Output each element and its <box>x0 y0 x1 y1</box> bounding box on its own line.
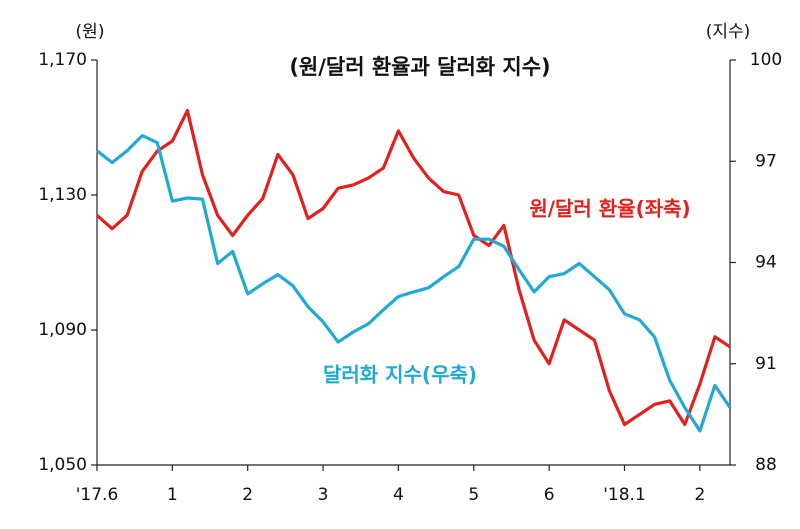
y-tick-label: 1,170 <box>38 50 87 70</box>
annotation: 원/달러 환율(좌축) <box>529 197 690 221</box>
x-tick-label: '17.6 <box>76 485 119 505</box>
annotation: 달러화 지수(우축) <box>323 363 477 387</box>
y-tick-label: 1,130 <box>38 185 87 205</box>
y2-tick-label: 97 <box>755 151 777 171</box>
y2-tick-label: 91 <box>755 354 777 374</box>
line-series <box>95 109 731 427</box>
x-tick-label: 2 <box>242 485 253 505</box>
x-tick-label: 3 <box>318 485 329 505</box>
x-tick-label: 2 <box>694 485 705 505</box>
x-tick-label: 6 <box>544 485 555 505</box>
chart-title: (원/달러 환율과 달러화 지수) <box>289 55 550 79</box>
y2-tick-label: 94 <box>755 253 777 273</box>
y2-axis-label: (지수) <box>706 22 751 42</box>
line-series <box>96 134 732 433</box>
y-tick-label: 1,090 <box>38 320 87 340</box>
y2-tick-label: 100 <box>750 50 782 70</box>
x-tick-label: 1 <box>167 485 178 505</box>
x-tick-label: 4 <box>393 485 404 505</box>
y2-tick-label: 88 <box>755 455 777 475</box>
y-tick-label: 1,050 <box>38 455 87 475</box>
x-tick-label: 5 <box>468 485 479 505</box>
y-axis-label: (원) <box>76 22 105 42</box>
x-tick-label: '18.1 <box>603 485 646 505</box>
